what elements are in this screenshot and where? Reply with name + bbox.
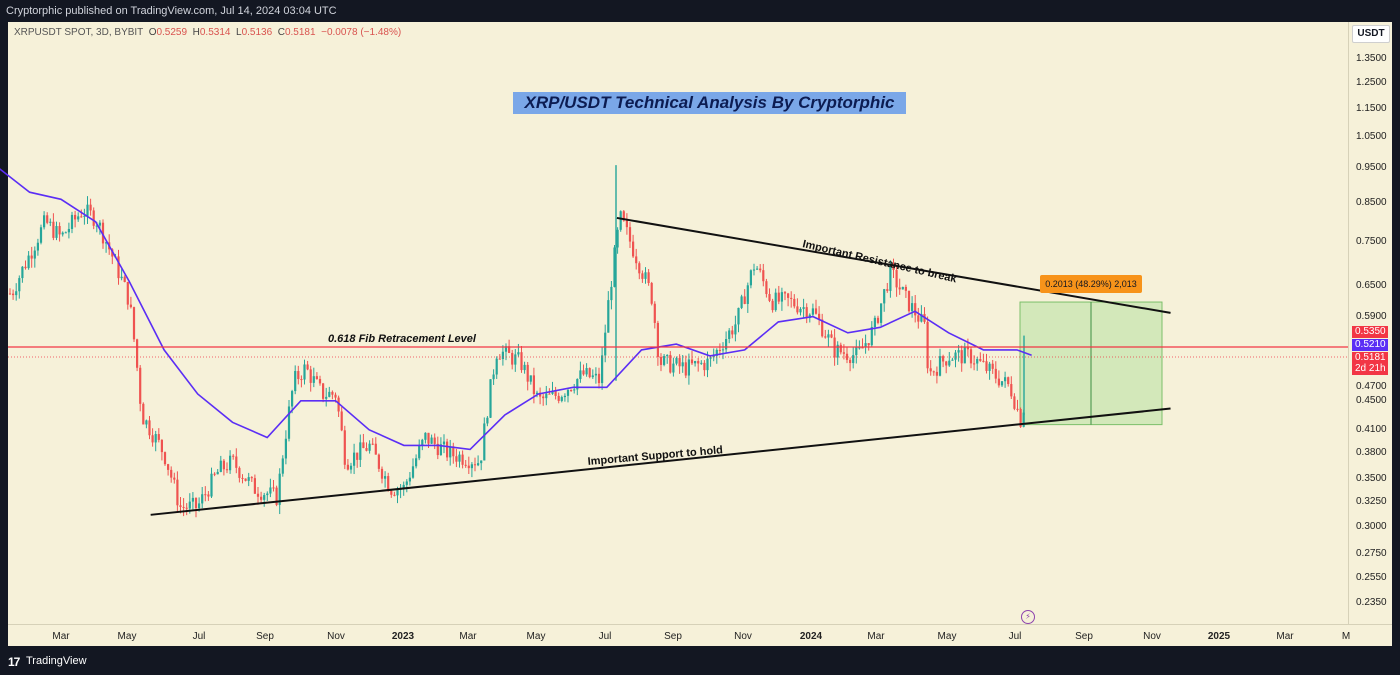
price-tick: 0.4700	[1356, 381, 1387, 393]
close-value: 0.5181	[284, 27, 316, 38]
time-tick: Mar	[52, 631, 70, 642]
price-label: 0.5210	[1352, 339, 1388, 351]
time-tick: 2023	[391, 631, 415, 642]
publish-text: Cryptorphic published on TradingView.com…	[6, 5, 337, 17]
price-tick: 0.3800	[1356, 447, 1387, 459]
high-value: 0.5314	[199, 27, 231, 38]
currency-button[interactable]: USDT	[1352, 25, 1390, 43]
price-scale[interactable]	[1348, 22, 1393, 624]
close-label: C	[277, 27, 285, 38]
symbol-ohlc-line: XRPUSDT SPOT, 3D, BYBIT O0.5259 H0.5314 …	[14, 27, 401, 38]
price-tick: 1.0500	[1356, 131, 1387, 143]
price-label: 2d 21h	[1352, 363, 1388, 375]
symbol-name: XRPUSDT SPOT, 3D, BYBIT	[14, 27, 144, 38]
price-tick: 0.3250	[1356, 496, 1387, 508]
price-tick: 1.3500	[1356, 53, 1387, 64]
time-tick: Sep	[256, 631, 274, 642]
price-tick: 0.2750	[1356, 548, 1387, 560]
time-tick: Nov	[734, 631, 752, 642]
price-tick: 0.3500	[1356, 473, 1387, 485]
footer: 17 TradingView	[0, 646, 1400, 675]
price-tick: 0.9500	[1356, 162, 1387, 174]
position-tag[interactable]: 0.2013 (48.29%) 2,013	[1040, 275, 1142, 293]
price-tick: 0.6500	[1356, 280, 1387, 292]
time-tick: 2024	[799, 631, 823, 642]
alert-bolt-icon[interactable]: ⚡	[1021, 610, 1035, 624]
time-tick: Mar	[867, 631, 885, 642]
time-tick: May	[117, 631, 137, 642]
publish-header: Cryptorphic published on TradingView.com…	[0, 0, 1400, 22]
price-label: 0.5181	[1352, 352, 1388, 364]
time-tick: May	[526, 631, 546, 642]
price-tick: 1.1500	[1356, 102, 1387, 114]
change-value: −0.0078 (−1.48%)	[321, 27, 402, 38]
open-label: O	[148, 27, 157, 38]
price-tick: 0.2550	[1356, 571, 1387, 583]
high-label: H	[192, 27, 200, 38]
price-tick: 0.3000	[1356, 521, 1387, 532]
price-label: 0.5350	[1352, 326, 1388, 338]
right-edge	[1392, 22, 1400, 646]
time-tick: Jul	[598, 631, 612, 642]
open-value: 0.5259	[156, 27, 188, 38]
price-tick: 0.2350	[1356, 597, 1387, 608]
low-label: L	[236, 27, 242, 38]
time-tick: Jul	[192, 631, 206, 642]
trading-view-logo[interactable]: 17	[8, 655, 20, 669]
time-tick: Mar	[1276, 631, 1294, 642]
time-tick: May	[937, 631, 957, 642]
time-tick: Sep	[1075, 631, 1093, 642]
time-tick: Mar	[459, 631, 477, 642]
chart-title: XRP/USDT Technical Analysis By Cryptorph…	[513, 92, 906, 114]
time-tick: Nov	[1143, 631, 1161, 642]
price-tick: 0.5900	[1356, 310, 1387, 322]
time-tick: Nov	[327, 631, 345, 642]
brand-name[interactable]: TradingView	[26, 655, 87, 667]
time-tick: Jul	[1008, 631, 1022, 642]
price-tick: 0.4100	[1356, 423, 1387, 435]
low-value: 0.5136	[241, 27, 273, 38]
time-tick: 2025	[1207, 631, 1231, 642]
price-tick: 1.2500	[1356, 76, 1387, 88]
price-tick: 0.4500	[1356, 394, 1387, 406]
time-tick: Sep	[664, 631, 682, 642]
price-tick: 0.7500	[1356, 235, 1387, 247]
time-tick: M	[1341, 631, 1351, 642]
time-scale[interactable]	[8, 624, 1392, 647]
price-tick: 0.8500	[1356, 196, 1387, 208]
